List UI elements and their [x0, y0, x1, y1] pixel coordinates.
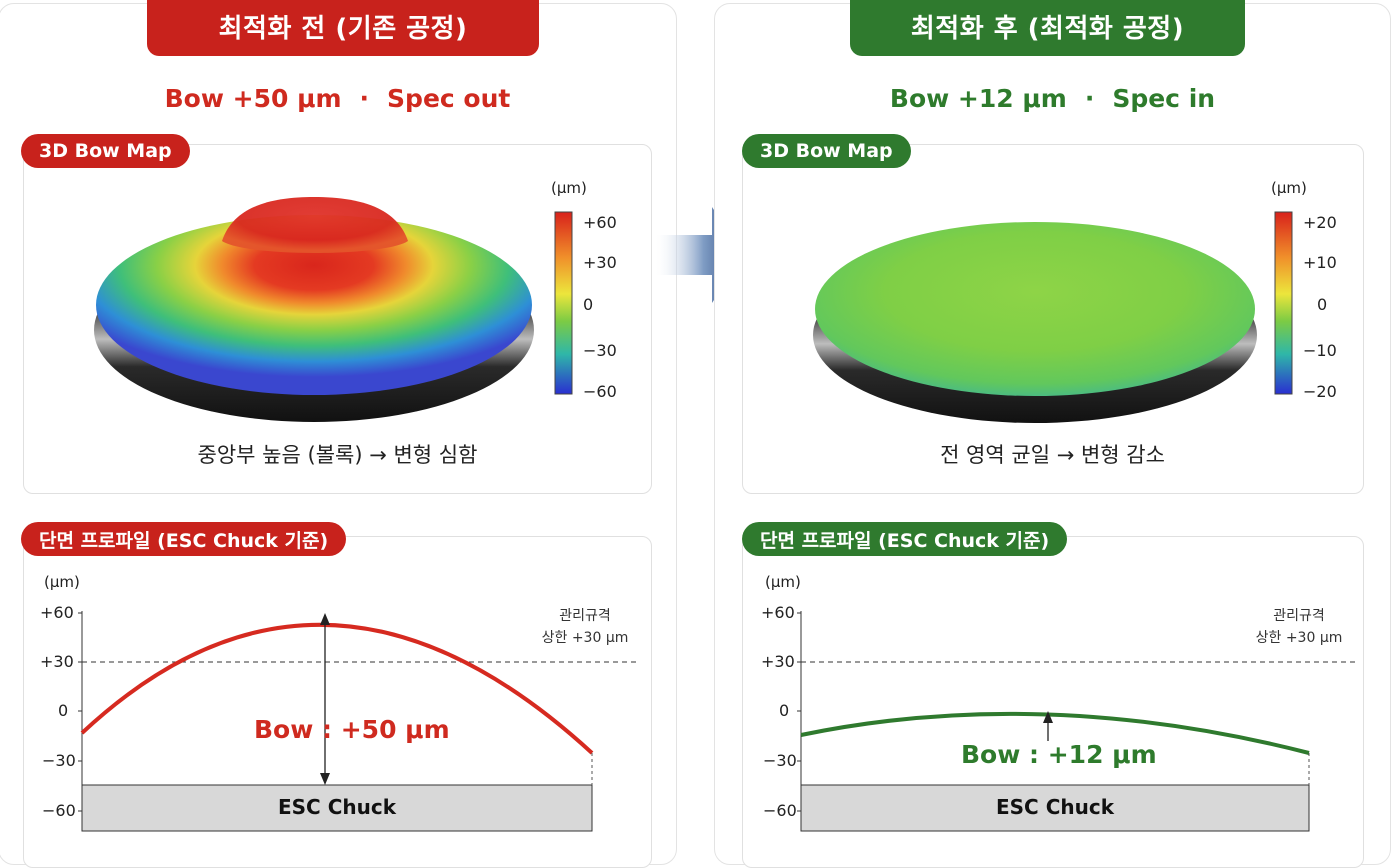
- after-wafer-3d: [813, 222, 1257, 423]
- before-profile-card: (μm) +60 +30 0 −30 −60 관리규격 상한 +30 μm Bo…: [23, 536, 652, 868]
- before-profile-tick: −60: [42, 801, 76, 820]
- before-bow-curve: [80, 622, 594, 755]
- after-colorbar: [1274, 211, 1293, 395]
- after-colorbar-tick: +20: [1303, 213, 1337, 232]
- after-bow-value: Bow +12 μm: [889, 84, 1067, 113]
- before-colorbar-tick: −30: [583, 341, 617, 360]
- after-spec-status: Spec in: [1112, 84, 1216, 113]
- after-colorbar-tick: −10: [1303, 341, 1337, 360]
- before-colorbar-tick: +60: [583, 213, 617, 232]
- after-profile-tick: +60: [761, 603, 795, 622]
- before-bow-annotation: Bow : +50 μm: [254, 715, 450, 744]
- before-map-label: 3D Bow Map: [21, 134, 190, 168]
- after-profile-tick: +30: [761, 652, 795, 671]
- after-profile-chart: [797, 611, 1355, 832]
- after-map-label: 3D Bow Map: [742, 134, 911, 168]
- before-colorbar-tick: −60: [583, 382, 617, 401]
- after-chuck-label: ESC Chuck: [995, 795, 1115, 819]
- after-title: 최적화 후 (최적화 공정): [850, 0, 1245, 56]
- after-summary: Bow +12 μm · Spec in: [715, 84, 1390, 113]
- separator-dot: ·: [1084, 84, 1095, 113]
- before-profile-chart: [78, 611, 639, 832]
- before-colorbar-unit: (μm): [551, 179, 587, 197]
- after-colorbar-tick: 0: [1317, 295, 1328, 314]
- before-map-card: (μm) +60 +30 0 −30 −60: [23, 144, 652, 494]
- before-colorbar: [554, 211, 573, 395]
- after-profile-unit: (μm): [765, 573, 801, 591]
- before-caption: 중앙부 높음 (볼록) → 변형 심함: [197, 443, 478, 467]
- before-profile-label: 단면 프로파일 (ESC Chuck 기준): [21, 522, 347, 556]
- separator-dot: ·: [359, 84, 370, 113]
- before-wafer-3d: [94, 197, 534, 422]
- before-colorbar-tick: 0: [583, 295, 594, 314]
- after-panel: 최적화 후 (최적화 공정) Bow +12 μm · Spec in: [714, 0, 1391, 868]
- after-map-card: (μm) +20 +10 0 −10 −20: [742, 144, 1364, 494]
- before-title: 최적화 전 (기존 공정): [147, 0, 539, 56]
- before-profile-tick: +30: [40, 652, 74, 671]
- after-esc-chuck: [800, 784, 1310, 832]
- after-colorbar-unit: (μm): [1271, 179, 1307, 197]
- before-panel: 최적화 전 (기존 공정) Bow +50 μm · Spec out: [0, 0, 677, 868]
- before-profile-tick: +60: [40, 603, 74, 622]
- before-wafer-dome: [222, 197, 408, 253]
- after-profile-label: 단면 프로파일 (ESC Chuck 기준): [742, 522, 1068, 556]
- before-summary: Bow +50 μm · Spec out: [0, 84, 676, 113]
- after-colorbar-tick: +10: [1303, 253, 1337, 272]
- after-profile-tick: 0: [779, 701, 790, 720]
- before-wafer-surface: [96, 215, 532, 395]
- before-profile-unit: (μm): [44, 573, 80, 591]
- before-spec-status: Spec out: [387, 84, 511, 113]
- before-spec-limit-label: 관리규격 상한 +30 μm: [541, 608, 629, 646]
- after-colorbar-tick: −20: [1303, 382, 1337, 401]
- after-profile-tick: −30: [763, 751, 797, 770]
- before-chuck-label: ESC Chuck: [277, 795, 397, 819]
- after-spec-limit-label: 관리규격 상한 +30 μm: [1255, 608, 1343, 646]
- after-bow-annotation: Bow : +12 μm: [961, 740, 1157, 769]
- before-esc-chuck: [81, 784, 593, 832]
- after-wafer-surface: [815, 222, 1255, 396]
- before-colorbar-tick: +30: [583, 253, 617, 272]
- after-profile-card: (μm) +60 +30 0 −30 −60 관리규격 상한 +30 μm Bo…: [742, 536, 1364, 868]
- before-profile-tick: 0: [58, 701, 69, 720]
- after-profile-tick: −60: [763, 801, 797, 820]
- after-caption: 전 영역 균일 → 변형 감소: [940, 443, 1165, 467]
- before-bow-value: Bow +50 μm: [164, 84, 342, 113]
- before-profile-tick: −30: [42, 751, 76, 770]
